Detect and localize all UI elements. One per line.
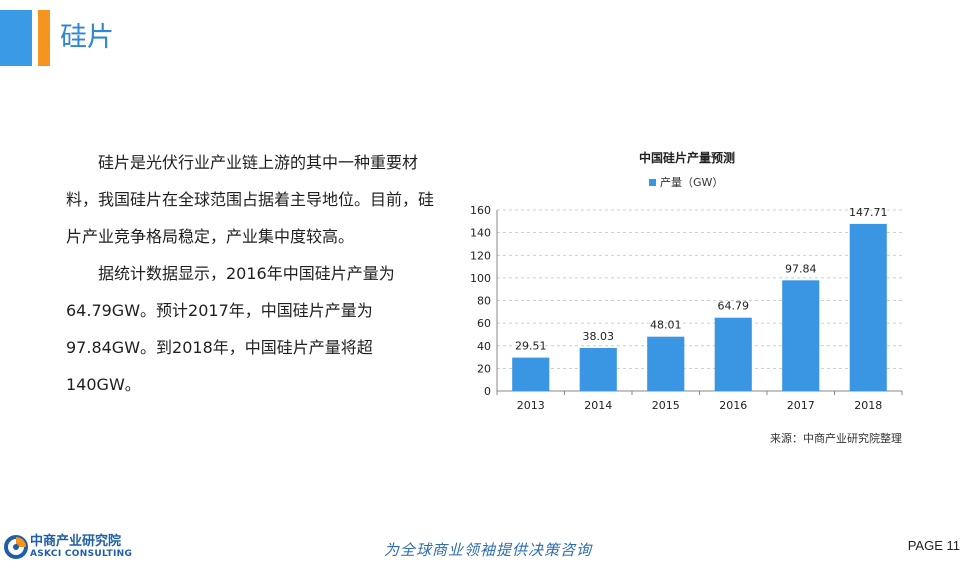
data-label: 29.51 bbox=[515, 340, 547, 353]
data-label: 97.84 bbox=[785, 262, 817, 275]
paragraph-intro: 硅片是光伏行业产业链上游的其中一种重要材料，我国硅片在全球范围占据着主导地位。目… bbox=[66, 153, 435, 246]
page-label: PAGE bbox=[907, 538, 943, 553]
paragraph-stats: 据统计数据显示，2016年中国硅片产量为64.79GW。预计2017年，中国硅片… bbox=[66, 264, 395, 394]
page-number-value: 11 bbox=[946, 538, 961, 553]
footer-slogan: 为全球商业领袖提供决策咨询 bbox=[383, 541, 592, 559]
data-label: 64.79 bbox=[718, 300, 750, 313]
bar-2018 bbox=[849, 223, 887, 391]
x-tick-label: 2016 bbox=[719, 399, 747, 412]
page-title: 硅片 bbox=[60, 22, 114, 53]
chart-source: 来源：中商产业研究院整理 bbox=[770, 431, 902, 445]
logo-icon bbox=[4, 535, 28, 559]
legend-swatch bbox=[649, 179, 656, 186]
y-tick-label: 160 bbox=[470, 204, 491, 217]
y-tick-label: 100 bbox=[470, 272, 491, 285]
bar-2016 bbox=[714, 317, 752, 391]
company-logo: 中商产业研究院 ASKCI CONSULTING bbox=[4, 532, 144, 562]
logo-text-en: ASKCI CONSULTING bbox=[30, 549, 133, 559]
x-tick-label: 2013 bbox=[517, 399, 545, 412]
bar-2013 bbox=[512, 357, 550, 391]
x-tick-label: 2014 bbox=[584, 399, 612, 412]
y-tick-label: 40 bbox=[477, 340, 491, 353]
legend-label: 产量（GW） bbox=[660, 175, 723, 189]
data-label: 48.01 bbox=[650, 319, 682, 332]
y-tick-label: 20 bbox=[477, 362, 491, 375]
data-label: 147.71 bbox=[849, 206, 888, 219]
y-tick-label: 140 bbox=[470, 227, 491, 240]
header-accent-orange bbox=[38, 10, 50, 66]
chart-container: 中国硅片产量预测 产量（GW） 0 20 40 60 80 100 120 140 160 201… bbox=[455, 140, 915, 460]
bar-2014 bbox=[579, 347, 617, 391]
data-label: 38.03 bbox=[583, 330, 615, 343]
y-tick-label: 0 bbox=[484, 385, 491, 398]
body-text: 硅片是光伏行业产业链上游的其中一种重要材料，我国硅片在全球范围占据着主导地位。目… bbox=[66, 144, 446, 403]
header-accent-blue bbox=[0, 10, 32, 66]
chart-title: 中国硅片产量预测 bbox=[639, 150, 735, 165]
bar-chart: 中国硅片产量预测 产量（GW） 0 20 40 60 80 100 120 140 160 201… bbox=[470, 150, 903, 445]
y-tick-label: 60 bbox=[477, 317, 491, 330]
x-tick-label: 2015 bbox=[652, 399, 680, 412]
x-tick-label: 2018 bbox=[854, 399, 882, 412]
y-tick-label: 80 bbox=[477, 295, 491, 308]
bar-2015 bbox=[647, 336, 685, 391]
y-tick-label: 120 bbox=[470, 249, 491, 262]
logo-text-cn: 中商产业研究院 bbox=[30, 534, 122, 549]
bar-2017 bbox=[782, 280, 820, 391]
page-number: PAGE 11 bbox=[908, 538, 960, 553]
plot-area: 0 20 40 60 80 100 120 140 160 2013 29.51 2014 38.03 2… bbox=[470, 204, 903, 412]
x-tick-label: 2017 bbox=[787, 399, 815, 412]
